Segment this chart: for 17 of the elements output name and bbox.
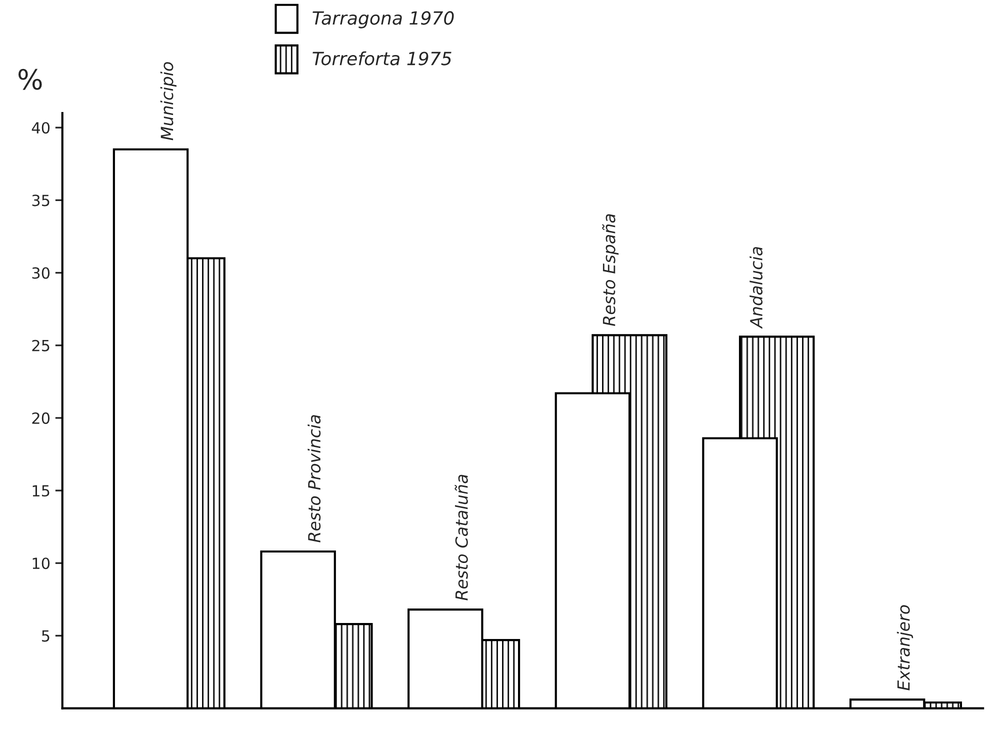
y-axis-title: % <box>18 68 42 90</box>
y-tick-label: 5 <box>42 630 50 642</box>
y-tick-label: 35 <box>32 194 50 206</box>
y-tick-label: 15 <box>32 485 50 497</box>
y-tick-label: 25 <box>32 340 50 352</box>
x-tick-label: Resto Provincia <box>308 415 321 542</box>
y-tick-label: 30 <box>32 267 50 279</box>
y-tick-label: 40 <box>32 122 50 134</box>
legend-label: Torreforta 1975 <box>312 51 452 66</box>
legend-label: Tarragona 1970 <box>312 11 454 28</box>
x-tick-label: Resto Cataluña <box>454 474 468 600</box>
x-tick-label: Andalucia <box>750 247 763 329</box>
y-tick-label: 20 <box>32 412 50 424</box>
x-tick-label: Resto España <box>602 214 619 326</box>
x-tick-label: Extranjero <box>896 605 914 690</box>
y-tick-label: 10 <box>32 558 50 570</box>
x-tick-label: Municipio <box>160 62 176 140</box>
